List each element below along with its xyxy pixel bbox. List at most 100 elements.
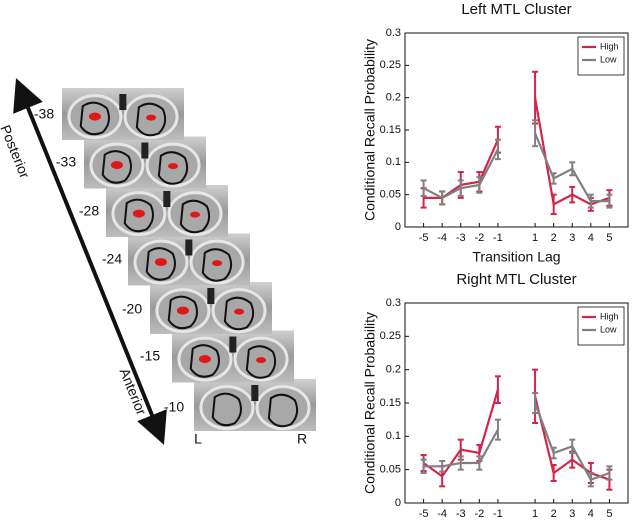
y-tick-label: 0.3 [386,297,401,309]
brain-slice [194,379,316,431]
error-bar [569,450,576,469]
y-tick-label: 0.15 [380,397,401,409]
ventricle [141,142,149,159]
brain-slice [84,136,206,189]
brain-slice [172,330,294,383]
ventricle [229,336,237,353]
brain-slice [150,282,272,334]
activation [110,161,123,170]
error-bar [420,458,427,474]
error-bar [439,460,446,473]
activation [176,306,189,315]
y-tick-label: 0.1 [386,430,401,442]
direction-arrow [13,78,167,445]
activation [234,308,245,315]
y-tick-label: 0.2 [386,364,401,376]
error-bar [494,375,501,404]
roi-outline [167,295,198,330]
chart-title: Right MTL Cluster [456,271,576,288]
x-tick-label: -2 [474,232,484,244]
x-tick-label: 5 [606,508,612,520]
x-tick-label: -3 [456,508,466,520]
legend: High Low [577,306,625,346]
brain-slice [128,233,250,286]
activation [198,355,211,364]
series-line [423,97,610,207]
error-bar [420,179,427,197]
y-tick-label: 0 [395,221,401,233]
right-label: R [297,431,307,447]
error-bar [550,446,557,460]
x-tick-label: -1 [493,232,503,244]
x-tick-label: -2 [474,508,484,520]
legend-label: Low [600,324,617,334]
error-bar [606,465,613,481]
y-tick-label: 0 [395,497,401,509]
y-tick-label: 0.25 [380,59,401,71]
y-tick-label: 0.25 [380,330,401,342]
brain-panel: Posterior Anterior -38 -33 -28 -24 -20 -… [0,78,316,447]
error-bar [476,455,483,471]
activation [132,209,145,218]
slice-label: -20 [122,301,142,317]
roi-outline [223,296,255,331]
y-axis-label: Conditional Recall Probability [362,39,378,221]
x-tick-label: 3 [569,508,575,520]
x-axis-label: Transition Lag [472,249,560,265]
x-tick-label: 2 [551,232,557,244]
error-bar [569,438,576,454]
slice-label: -38 [34,106,54,122]
x-tick-label: 1 [532,508,538,520]
roi-outline [179,199,211,234]
y-tick-label: 0.3 [386,27,401,39]
slice-label: -10 [164,399,184,415]
x-tick-label: 5 [606,232,612,244]
x-tick-label: -1 [493,508,503,520]
error-bar [476,176,483,194]
y-tick-label: 0.15 [380,124,401,136]
y-tick-label: 0.1 [386,156,401,168]
chart-title: Left MTL Cluster [461,1,571,18]
x-tick-label: -4 [437,508,447,520]
error-bar [587,472,594,488]
ventricle [185,239,193,256]
roi-outline [189,344,220,378]
legend-label: Low [600,54,617,64]
y-tick-label: 0.2 [386,92,401,104]
series-line [422,389,610,481]
activation [146,114,157,121]
x-tick-label: -5 [419,508,429,520]
slice-label: -33 [56,154,76,170]
slice-label: -28 [79,203,99,219]
y-tick-label: 0.05 [380,464,401,476]
y-axis-label: Conditional Recall Probability [362,312,378,494]
error-bar [532,392,539,414]
x-tick-label: -3 [456,232,466,244]
posterior-label: Posterior [0,123,33,181]
activation [168,163,179,170]
x-tick-label: 2 [551,508,557,520]
error-bar [550,464,557,482]
left-label: L [194,431,202,447]
legend: High Low [577,36,625,76]
error-bar [550,172,557,185]
ventricle [163,191,171,207]
ventricle [251,385,259,401]
roi-outline [245,345,277,379]
roi-outline [267,393,299,428]
brain-slice [62,88,184,140]
legend-box [577,36,625,76]
activation [256,357,267,364]
activation [212,260,223,267]
ventricle [207,288,215,304]
legend-label: High [600,41,619,51]
error-bar [457,455,464,471]
legend-label: High [600,311,619,321]
series-line [423,402,610,482]
activation [154,258,167,267]
x-tick-label: 4 [588,232,594,244]
brain-slice [106,185,228,237]
ventricle [119,94,127,110]
x-tick-label: -4 [437,232,447,244]
activation [190,211,201,218]
